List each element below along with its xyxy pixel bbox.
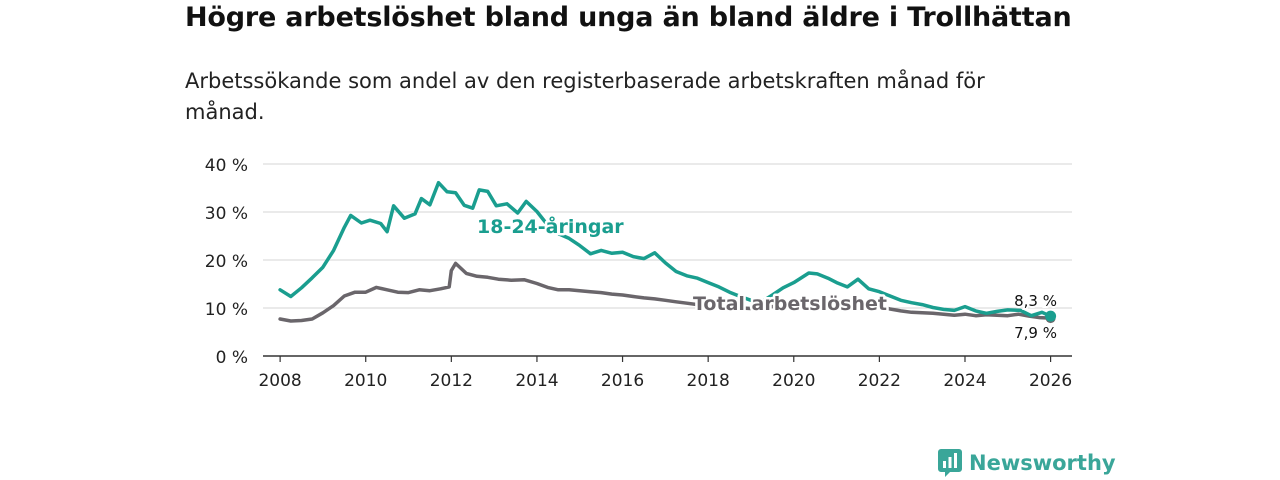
x-tick-label: 2012 [430,371,473,391]
x-tick-label: 2010 [344,371,387,391]
series-end-marker-youth [1045,310,1057,322]
line-chart: 0 % 10 % 20 % 30 % 40 % 2008 2010 2012 2014 2016… [205,156,1072,391]
last-value-label-total: 7,9 % [1014,324,1057,342]
x-tick-label: 2016 [601,371,644,391]
y-tick-label: 40 % [205,156,248,176]
chart-subtitle: Arbetssökande som andel av den registerb… [185,69,985,124]
x-tick-label: 2018 [687,371,730,391]
x-tick-label: 2024 [943,371,986,391]
series-line-total [278,261,1053,323]
series-label-total: Total arbetslöshet [693,293,887,315]
y-tick-label: 20 % [205,252,248,272]
last-value-label-youth: 8,3 % [1014,292,1057,310]
grid-lines [263,163,1072,309]
y-tick-label: 30 % [205,204,248,224]
series-label-youth: 18-24-åringar [477,214,624,238]
x-tick-label: 2026 [1029,371,1072,391]
newsworthy-logo-text: Newsworthy [969,451,1116,475]
x-tick-label: 2008 [258,371,301,391]
x-tick-label: 2020 [772,371,815,391]
y-axis-tick-labels: 0 % 10 % 20 % 30 % 40 % [205,156,248,368]
y-tick-label: 0 % [216,348,248,368]
x-tick-label: 2014 [515,371,558,391]
series-labels: 18-24-åringar Total arbetslöshet 8,3 % 7,9 … [475,212,1060,345]
x-axis-ticks: 2008 2010 2012 2014 2016 2018 2020 2022 2024 2026 [258,356,1072,391]
y-tick-label: 10 % [205,300,248,320]
chart-title: Högre arbetslöshet bland unga än bland ä… [185,2,1072,33]
newsworthy-logo-icon [938,449,962,477]
newsworthy-logo[interactable]: Newsworthy [938,448,1116,478]
x-tick-label: 2022 [858,371,901,391]
series-line-youth [278,180,1053,318]
series-lines [278,180,1057,324]
